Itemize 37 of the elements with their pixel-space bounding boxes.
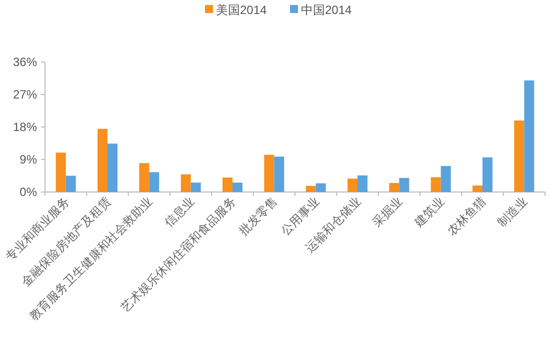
x-tick-label: 信息业 — [162, 194, 197, 230]
bar — [524, 80, 534, 192]
y-tick-label: 27% — [12, 88, 38, 102]
bar — [389, 182, 400, 192]
bar — [440, 166, 451, 192]
bar — [98, 128, 108, 192]
x-tick-label: 批发零售 — [236, 194, 280, 238]
bar — [430, 177, 441, 192]
legend-label: 美国2014 — [216, 3, 268, 17]
bar — [190, 182, 201, 192]
y-tick-label: 0% — [20, 185, 38, 199]
bar — [316, 183, 326, 192]
x-tick-label: 制造业 — [494, 194, 530, 230]
bar — [222, 178, 232, 192]
bar — [139, 163, 150, 192]
bar — [482, 157, 492, 192]
x-tick-label: 采掘业 — [370, 194, 406, 230]
y-tick-label: 36% — [12, 55, 38, 69]
bar — [514, 120, 524, 192]
bar — [358, 175, 368, 192]
bar — [56, 152, 66, 192]
x-tick-label: 建筑业 — [410, 194, 447, 230]
bar — [108, 144, 118, 192]
x-tick-label: 农林鱼猎 — [444, 194, 489, 238]
bar — [306, 186, 316, 192]
bar — [180, 174, 191, 192]
bar — [66, 176, 76, 192]
y-tick-label: 18% — [12, 120, 38, 134]
y-tick-label: 9% — [20, 152, 38, 166]
bar — [264, 154, 274, 192]
bar — [232, 182, 242, 192]
bar — [149, 172, 160, 192]
bar — [399, 178, 410, 192]
bar — [472, 186, 482, 192]
legend-label: 中国2014 — [301, 3, 352, 17]
bar — [348, 178, 358, 192]
bar — [274, 156, 284, 192]
